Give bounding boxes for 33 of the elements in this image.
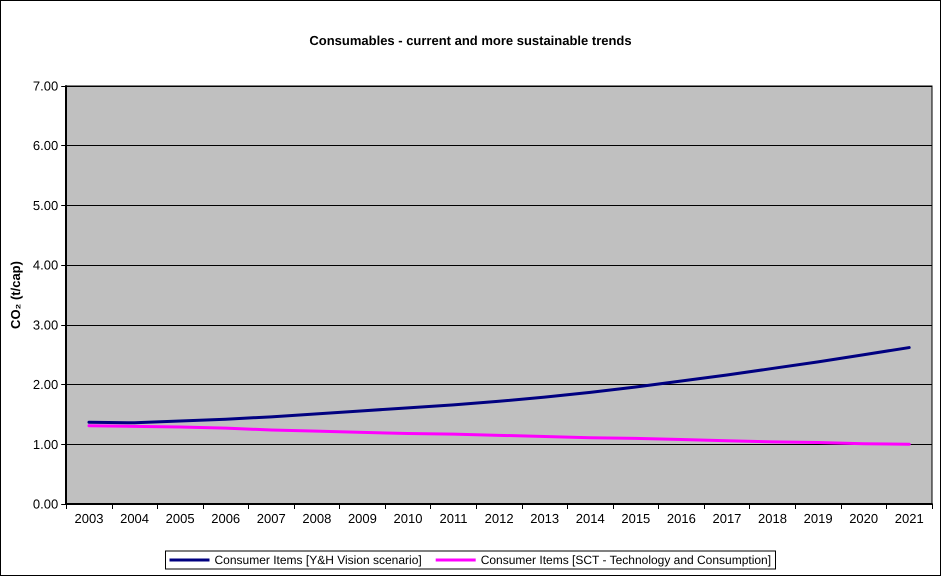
x-tick-label: 2005 <box>166 511 195 526</box>
x-tick-label: 2013 <box>530 511 560 526</box>
x-tick-label: 2019 <box>804 511 833 526</box>
x-tick-label: 2004 <box>120 511 150 526</box>
line-series <box>87 346 911 424</box>
x-tick-label: 2003 <box>74 511 104 526</box>
chart-title: Consumables - current and more sustainable trends <box>309 33 632 48</box>
x-tick-label: 2018 <box>758 511 787 526</box>
x-tick-label: 2015 <box>621 511 650 526</box>
legend-label: Consumer Items [SCT - Technology and Consumption] <box>480 553 772 567</box>
y-tick-label: 5.00 <box>32 198 58 213</box>
y-tick-label: 6.00 <box>32 138 58 154</box>
line-series <box>87 424 911 446</box>
y-axis-title: CO₂ (t/cap) <box>8 261 23 329</box>
y-tick-label: 3.00 <box>32 317 58 332</box>
x-tick-label: 2021 <box>894 511 924 526</box>
x-tick-label: 2006 <box>211 511 240 526</box>
y-tick-label: 4.00 <box>32 258 58 273</box>
x-tick-label: 2020 <box>849 511 878 526</box>
y-tick-label: 7.00 <box>32 78 58 94</box>
x-tick-label: 2014 <box>576 511 605 526</box>
y-tick-label: 2.00 <box>32 377 58 392</box>
x-tick-label: 2009 <box>348 511 377 526</box>
legend-label: Consumer Items [Y&H Vision scenario] <box>214 553 422 567</box>
x-tick-label: 2012 <box>484 511 514 526</box>
x-tick-label: 2010 <box>394 511 422 526</box>
x-tick-label: 2017 <box>712 511 742 526</box>
y-tick-label: 1.00 <box>32 436 58 452</box>
x-tick-label: 2007 <box>256 511 286 526</box>
y-tick-label: 0.00 <box>32 496 58 512</box>
x-tick-label: 2011 <box>440 511 468 526</box>
x-tick-label: 2016 <box>666 511 696 526</box>
x-tick-label: 2008 <box>302 511 332 526</box>
